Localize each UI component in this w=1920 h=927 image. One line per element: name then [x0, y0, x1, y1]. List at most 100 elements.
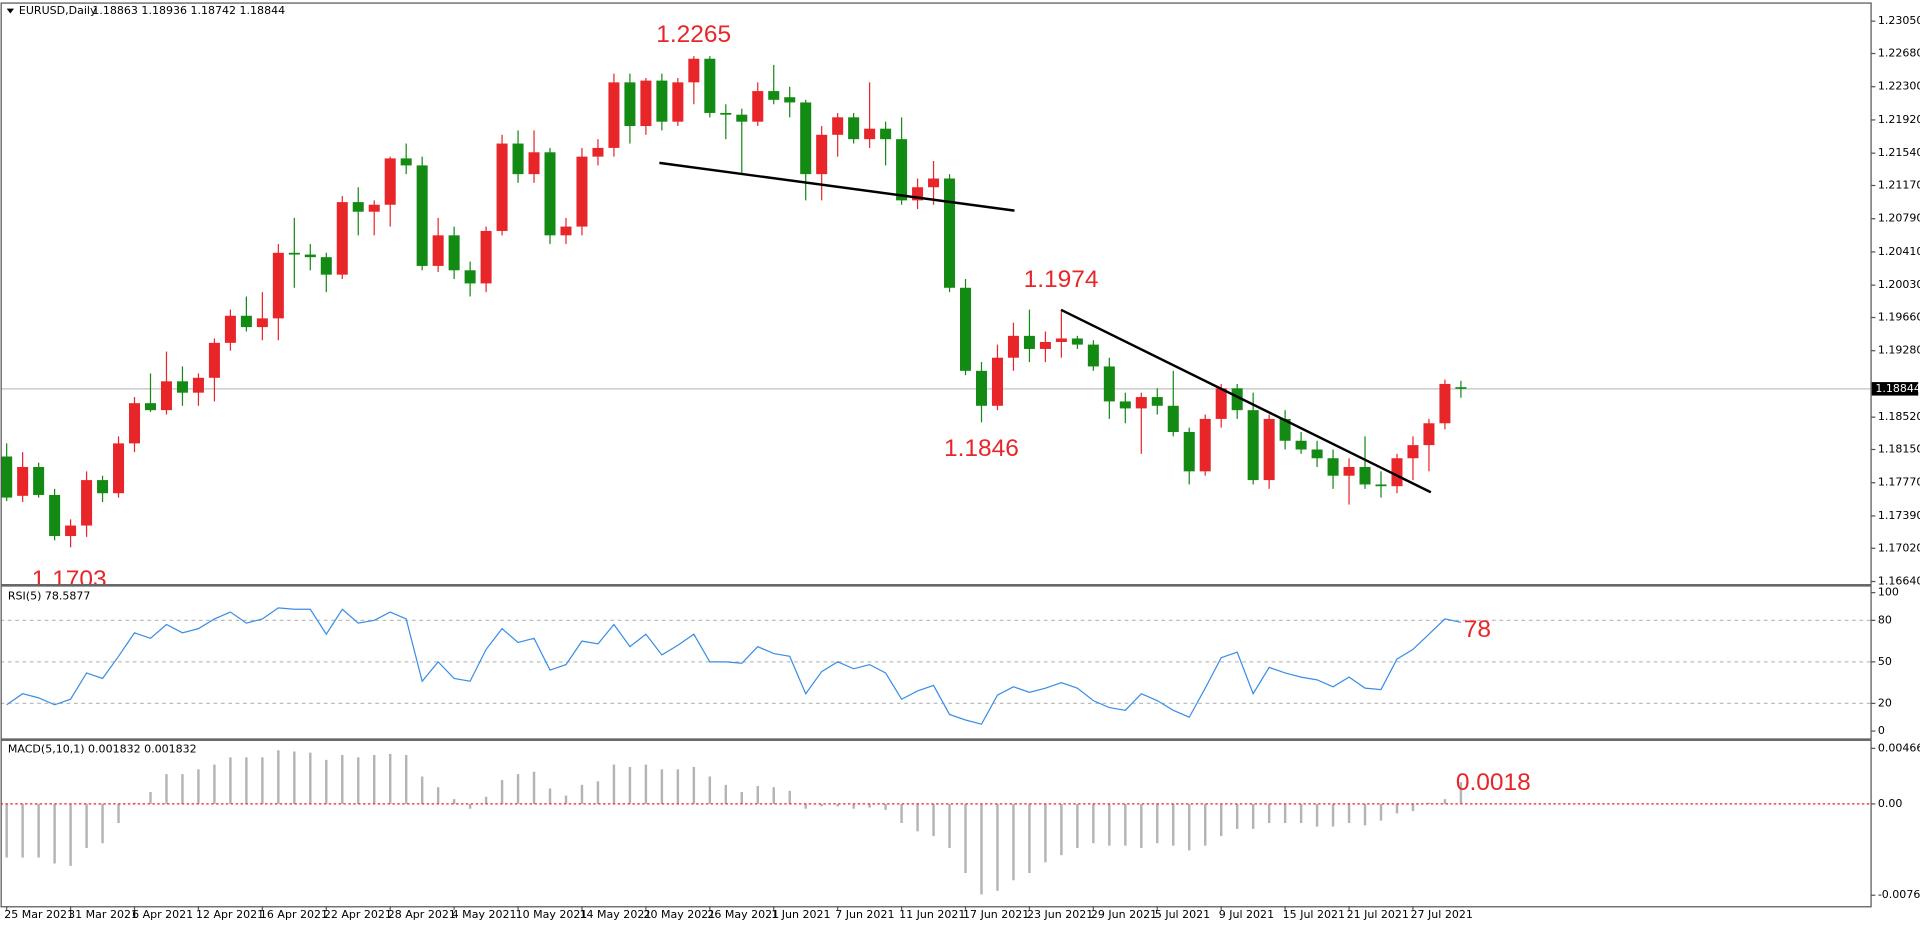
candle-body — [113, 443, 125, 494]
candle-body — [768, 91, 780, 100]
candle-body — [1439, 383, 1451, 424]
x-tick-label: 22 Apr 2021 — [324, 908, 392, 921]
candle-body — [320, 257, 332, 275]
last-price-box — [1871, 382, 1919, 396]
x-tick-label: 29 Jun 2021 — [1091, 908, 1157, 921]
candle-body — [816, 134, 828, 175]
y-tick-label: 1.22680 — [1878, 47, 1920, 60]
annotation: 1.1974 — [1024, 266, 1099, 293]
rsi-line — [6, 607, 1462, 725]
symbol-title: EURUSD,Daily — [19, 4, 97, 17]
candle-body — [960, 287, 972, 371]
annotation: 1.1846 — [944, 435, 1019, 462]
candle-body — [912, 187, 924, 201]
candle-body — [33, 466, 45, 495]
candle-body — [1263, 418, 1275, 481]
candle-body — [1391, 458, 1403, 487]
candle-body — [448, 235, 460, 271]
candle-body — [129, 403, 141, 444]
candle-body — [1119, 401, 1131, 409]
candle-body — [240, 315, 252, 328]
candle-body — [368, 204, 380, 212]
x-tick-label: 21 Jul 2021 — [1347, 908, 1409, 921]
candle-body — [1199, 418, 1211, 472]
y-tick-label: 0.004663 — [1878, 741, 1920, 754]
pane-frames — [0, 2, 1872, 908]
candle-body — [1007, 335, 1019, 358]
y-tick-label: 80 — [1878, 613, 1892, 626]
trend-line — [659, 161, 1015, 212]
candle-body — [464, 270, 476, 284]
candle-body — [1375, 484, 1387, 487]
candle-body — [1, 456, 13, 498]
candle-body — [256, 318, 268, 328]
pane-1: 78 — [0, 607, 1871, 725]
y-tick-label: 1.19280 — [1878, 344, 1920, 357]
candle-body — [512, 143, 524, 175]
candle-body — [49, 494, 61, 537]
macd-pane-frame — [0, 739, 1872, 908]
candle-body — [1103, 366, 1115, 402]
x-tick-label: 28 Apr 2021 — [388, 908, 456, 921]
candle-body — [544, 152, 556, 236]
candle-body — [1135, 397, 1147, 409]
candle-body — [1279, 418, 1291, 441]
price-pane-frame — [0, 2, 1872, 586]
candle-body — [208, 342, 220, 378]
trend-lines — [659, 161, 1432, 494]
candle-body — [896, 139, 908, 201]
candle-body — [576, 156, 588, 227]
candle-body — [304, 254, 316, 258]
annotation: 1.1703 — [32, 566, 107, 593]
x-tick-label: 6 Apr 2021 — [132, 908, 193, 921]
candle-body — [880, 128, 892, 140]
candle-body — [736, 114, 748, 122]
candle-body — [1071, 338, 1083, 345]
x-tick-label: 23 Jun 2021 — [1027, 908, 1093, 921]
candle-body — [688, 58, 700, 83]
candle-body — [272, 252, 284, 319]
candle-body — [1327, 458, 1339, 476]
candle-body — [97, 480, 109, 494]
x-tick-label: 25 Mar 2021 — [4, 908, 74, 921]
y-tick-label: 0 — [1878, 724, 1885, 737]
candle-body — [1311, 449, 1323, 459]
candle-body — [224, 315, 236, 343]
y-tick-label: 1.21540 — [1878, 146, 1920, 159]
x-tick-label: 26 May 2021 — [707, 908, 779, 921]
candle-body — [1455, 387, 1467, 389]
candle-body — [400, 158, 412, 166]
y-tick-label: 1.18150 — [1878, 442, 1920, 455]
candle-body — [1183, 432, 1195, 472]
y-tick-label: 1.21920 — [1878, 113, 1920, 126]
candle-body — [1087, 344, 1099, 367]
y-tick-label: 1.17390 — [1878, 509, 1920, 522]
candle-body — [560, 226, 572, 236]
candle-body — [496, 143, 508, 231]
x-tick-label: 1 Jun 2021 — [771, 908, 830, 921]
candle-body — [432, 235, 444, 266]
x-tick-label: 7 Jun 2021 — [835, 908, 894, 921]
y-tick-label: 1.20410 — [1878, 245, 1920, 258]
y-tick-label: 1.19660 — [1878, 310, 1920, 323]
candle-body — [592, 147, 604, 157]
candle-body — [1055, 338, 1067, 342]
candle-body — [192, 377, 204, 393]
y-tick-label: 1.21170 — [1878, 179, 1920, 192]
candle-body — [848, 117, 860, 140]
x-tick-label: 15 Jul 2021 — [1283, 908, 1345, 921]
annotation: 1.2265 — [656, 21, 731, 48]
candle-body — [656, 80, 668, 122]
candle-body — [416, 165, 428, 266]
macd-title: MACD(5,10,1) 0.001832 0.001832 — [8, 742, 197, 755]
candle-body — [864, 128, 876, 140]
y-tick-label: 100 — [1878, 586, 1899, 599]
candle-body — [832, 117, 844, 135]
candle-body — [608, 82, 620, 148]
x-tick-label: 10 May 2021 — [516, 908, 588, 921]
candle-body — [784, 97, 796, 103]
candle-body — [752, 91, 764, 122]
x-tick-label: 11 Jun 2021 — [899, 908, 965, 921]
